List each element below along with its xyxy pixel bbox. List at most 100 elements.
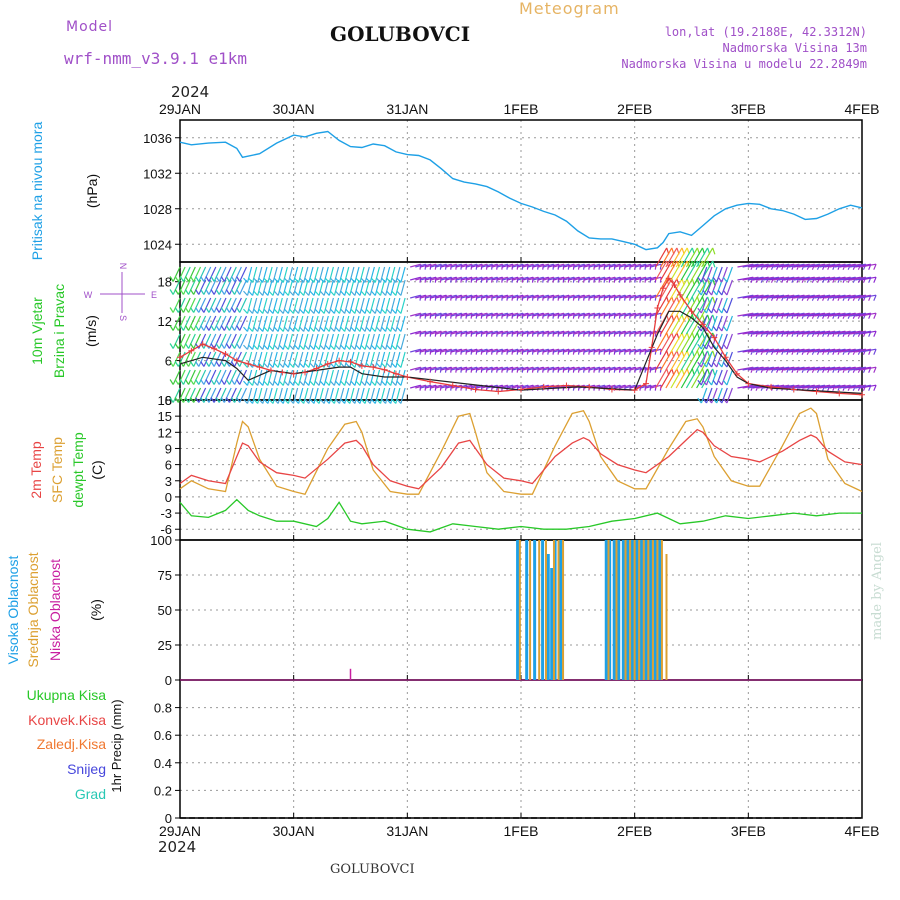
wind-barb xyxy=(737,330,754,335)
wind-title-2: Brzina i Pravac xyxy=(51,284,67,378)
wind-barb-feather xyxy=(179,343,185,349)
wind-barb-feather xyxy=(253,326,259,332)
wind-barb xyxy=(476,330,488,335)
wind-barb-feather xyxy=(263,380,269,386)
wind-barb xyxy=(257,387,263,404)
wind-barb xyxy=(645,294,657,299)
wind-barb xyxy=(798,276,815,281)
wind-barb xyxy=(747,276,764,281)
wind-barb xyxy=(425,384,437,389)
wind-barb xyxy=(860,348,877,353)
wind-speed-marker xyxy=(631,387,638,394)
wind-barb xyxy=(803,276,820,281)
wind-barb-feather xyxy=(268,362,274,368)
wind-barb xyxy=(568,348,580,353)
cloud-unit: (%) xyxy=(88,599,104,621)
wind-speed-marker xyxy=(347,358,354,365)
x-tick-label-top: 2FEB xyxy=(617,101,652,117)
wind-barb xyxy=(640,366,652,371)
credit-label: made by Angel xyxy=(870,542,885,640)
wind-barb xyxy=(507,276,519,281)
wind-speed-marker xyxy=(733,370,740,377)
x-tick-label-top: 31JAN xyxy=(386,101,428,117)
wind-barb xyxy=(234,266,242,282)
wind-barb xyxy=(400,279,406,296)
wind-barb xyxy=(502,366,514,371)
x-tick-label-top: 3FEB xyxy=(731,101,766,117)
wind-barb-feather xyxy=(712,314,716,322)
wind-barb xyxy=(182,333,191,349)
wind-barb xyxy=(415,330,427,335)
wind-barb xyxy=(218,266,227,282)
wind-barb xyxy=(400,333,406,350)
wind-barb xyxy=(481,263,493,268)
wind-barb-feather xyxy=(174,361,179,367)
wind-barb xyxy=(594,348,606,353)
wind-barb xyxy=(583,312,595,317)
wind-barb xyxy=(395,315,401,332)
wind-barb xyxy=(522,276,534,281)
wind-barb xyxy=(670,314,683,335)
wind-barb xyxy=(834,276,851,281)
wind-barb xyxy=(379,351,386,368)
y-tick-label: 6 xyxy=(165,458,172,473)
wind-barb-feather xyxy=(195,289,200,295)
wind-barb xyxy=(313,266,319,283)
wind-barb xyxy=(328,266,334,283)
wind-barb-feather xyxy=(386,344,392,350)
wind-barb xyxy=(839,384,856,389)
wind-barb xyxy=(420,348,432,353)
wind-barb-feather xyxy=(299,344,305,350)
wind-barb xyxy=(308,279,314,296)
wind-speed-marker xyxy=(188,347,195,354)
wind-barb xyxy=(481,366,493,371)
wind-barb xyxy=(252,279,258,296)
wind-barb xyxy=(814,276,831,281)
wind-barb-feather xyxy=(335,290,340,296)
wind-barb xyxy=(798,384,815,389)
wind-barb xyxy=(430,276,442,281)
wind-barb xyxy=(609,276,621,281)
wind-barb xyxy=(349,333,355,350)
wind-barb-feather xyxy=(200,289,205,295)
wind-barb xyxy=(860,330,877,335)
wind-barb-feather xyxy=(717,276,723,283)
wind-barb xyxy=(507,330,519,335)
wind-barb xyxy=(543,330,554,335)
wind-barb xyxy=(819,312,836,317)
wind-barb-feather xyxy=(283,290,289,296)
wind-speed-marker xyxy=(688,308,695,315)
wind-barb xyxy=(726,297,733,314)
wind-barb xyxy=(182,369,191,385)
wind-barb xyxy=(839,276,856,281)
wind-barb xyxy=(757,348,774,353)
wind-barb-feather xyxy=(355,277,361,283)
wind-barb xyxy=(788,312,805,317)
wind-barb xyxy=(172,351,181,367)
wind-barb xyxy=(349,315,355,332)
wind-barb xyxy=(318,297,324,314)
wind-barb xyxy=(328,387,334,404)
wind-barb xyxy=(665,368,678,389)
wind-barb xyxy=(553,366,565,371)
x-tick-label-bottom: 4FEB xyxy=(844,823,879,839)
wind-barb xyxy=(354,387,360,404)
wind-barb xyxy=(537,312,549,317)
wind-barb-feather xyxy=(697,379,702,386)
wind-barb xyxy=(435,366,447,371)
wind-barb xyxy=(257,351,263,368)
wind-barb xyxy=(624,330,636,335)
wind-barb xyxy=(655,332,668,353)
wind-barb xyxy=(400,315,406,332)
wind-barb-feather xyxy=(712,368,716,376)
wind-barb xyxy=(364,333,370,350)
wind-barb xyxy=(589,330,600,335)
wind-barb-feather xyxy=(268,290,274,296)
wind-barb xyxy=(303,351,309,368)
wind-barb xyxy=(573,276,585,281)
wind-barb xyxy=(563,294,575,299)
wind-barb-feather xyxy=(263,344,269,350)
wind-barb xyxy=(655,260,668,281)
wind-barb xyxy=(583,294,595,299)
wind-barb-feather xyxy=(179,379,185,385)
